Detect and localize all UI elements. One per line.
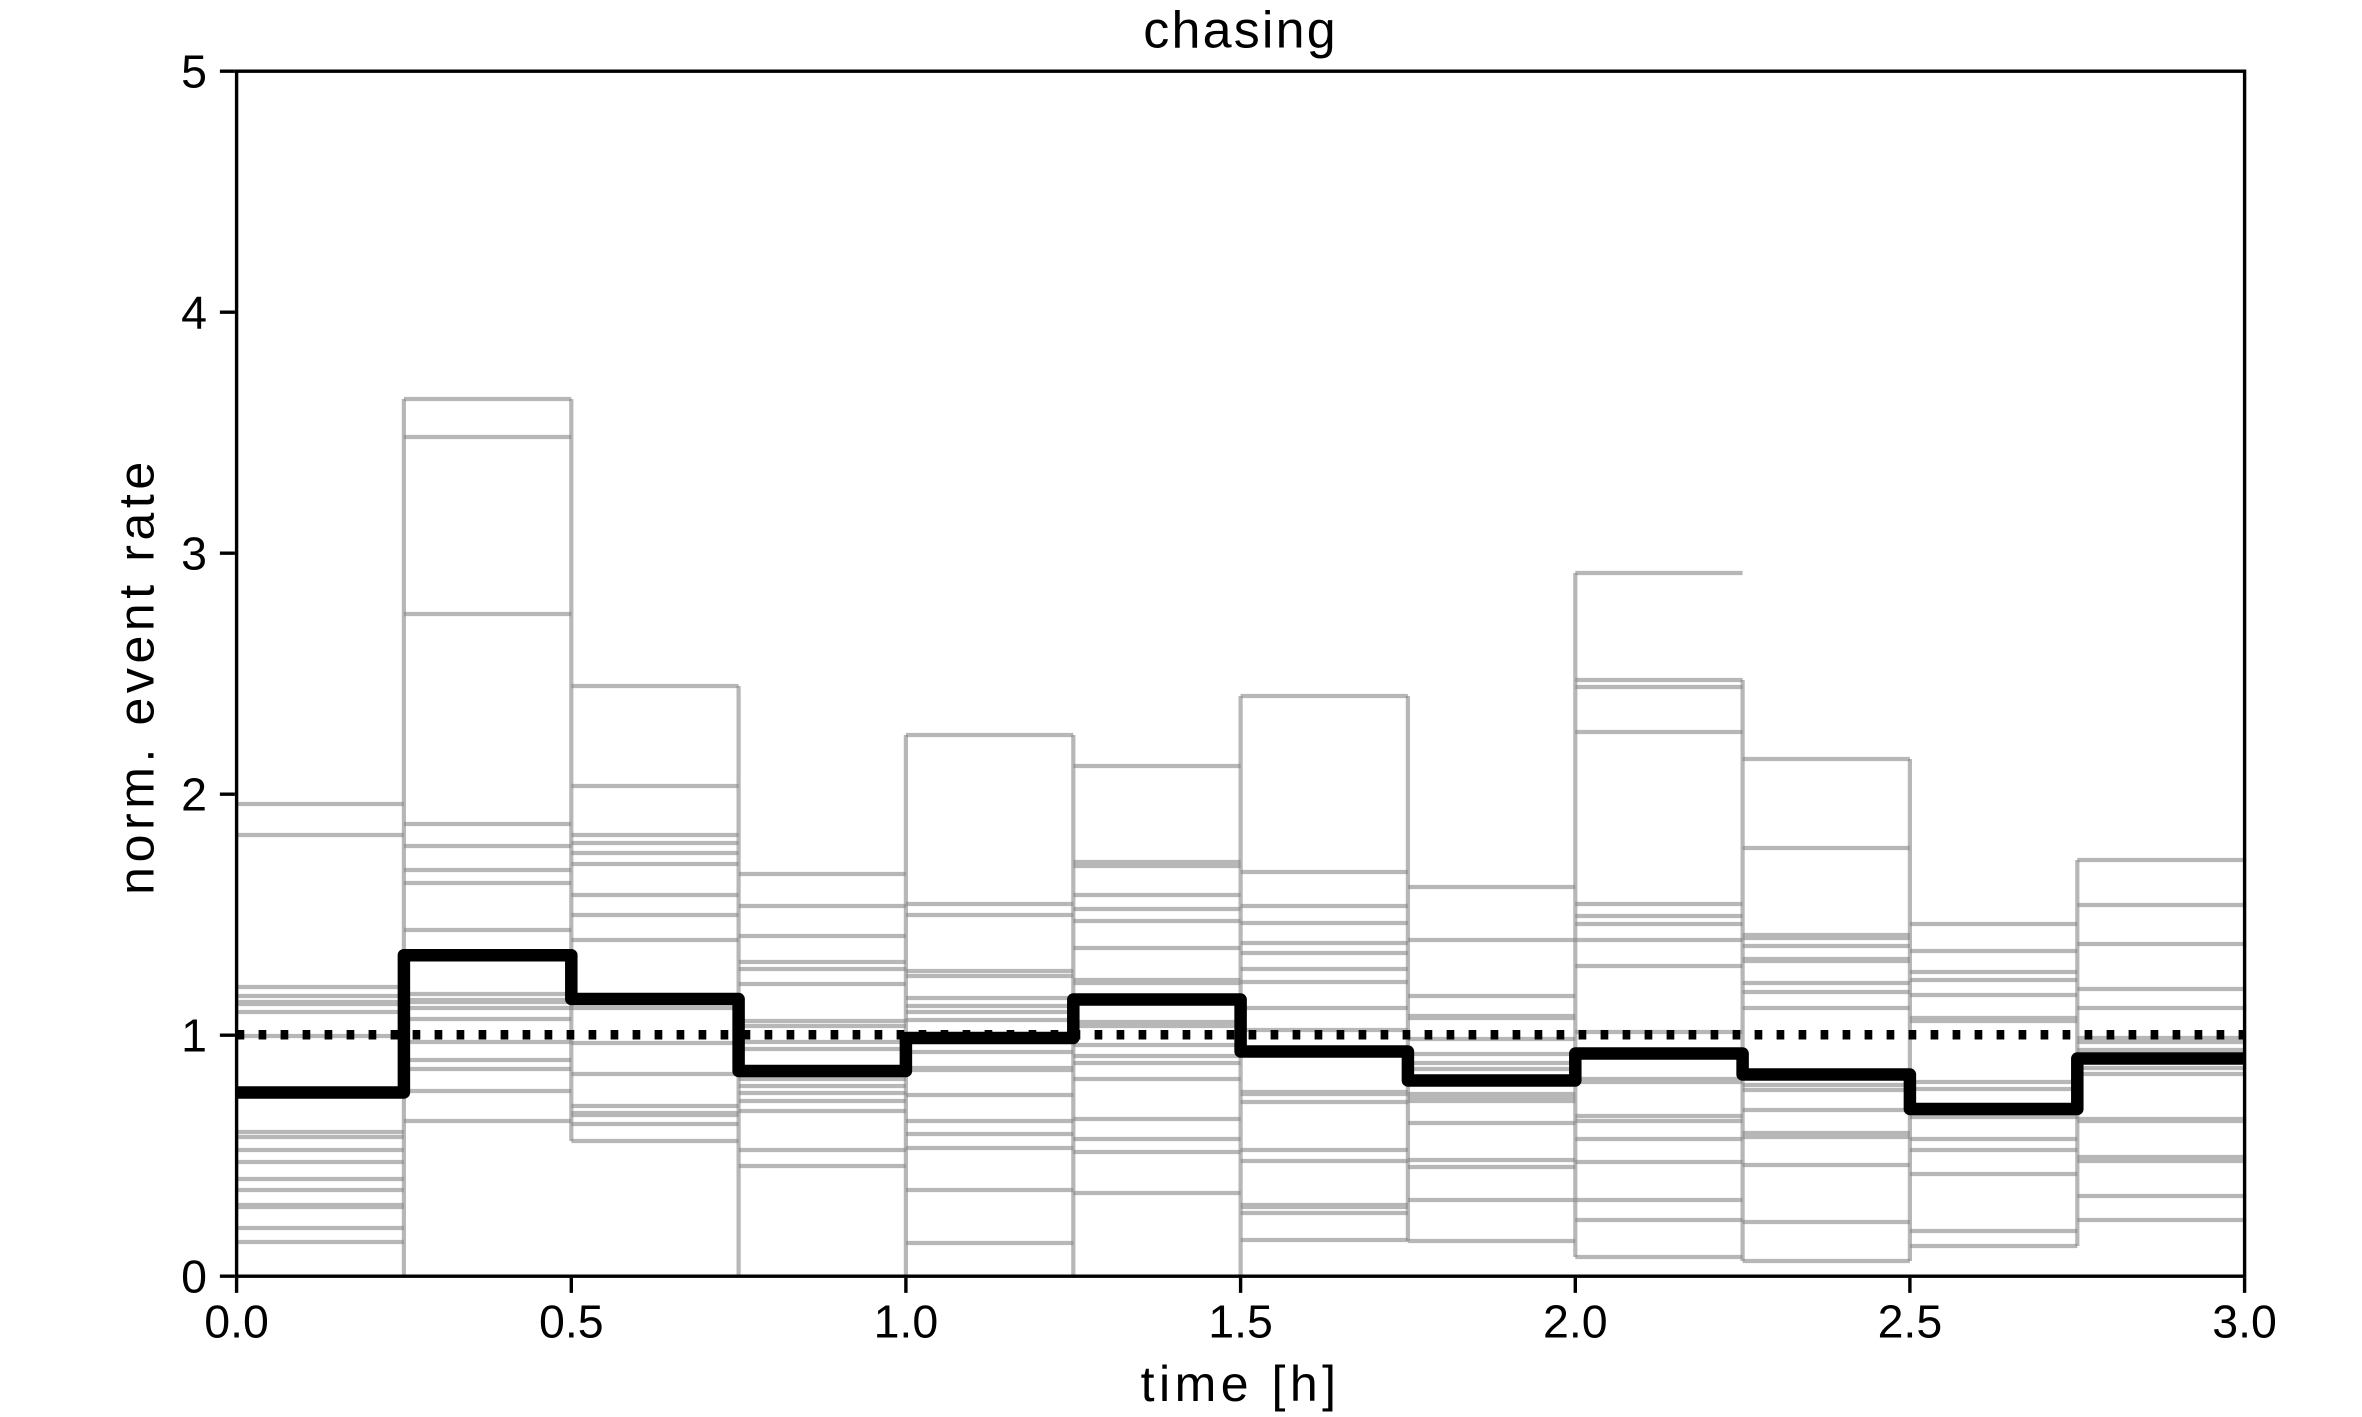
svg-text:chasing: chasing	[1143, 2, 1338, 60]
svg-text:0.0: 0.0	[204, 1295, 269, 1347]
svg-text:1.0: 1.0	[874, 1295, 939, 1347]
svg-text:1: 1	[181, 1010, 207, 1062]
svg-text:0: 0	[181, 1251, 207, 1303]
svg-text:0.5: 0.5	[539, 1295, 604, 1347]
svg-text:norm. event rate: norm. event rate	[109, 457, 165, 895]
svg-text:3: 3	[181, 528, 207, 580]
svg-text:4: 4	[181, 287, 207, 339]
svg-text:1.5: 1.5	[1208, 1295, 1273, 1347]
svg-text:2.0: 2.0	[1543, 1295, 1608, 1347]
svg-text:2.5: 2.5	[1878, 1295, 1943, 1347]
svg-text:time [h]: time [h]	[1141, 1356, 1341, 1412]
svg-text:5: 5	[181, 46, 207, 98]
svg-text:3.0: 3.0	[2212, 1295, 2277, 1347]
svg-text:2: 2	[181, 769, 207, 821]
